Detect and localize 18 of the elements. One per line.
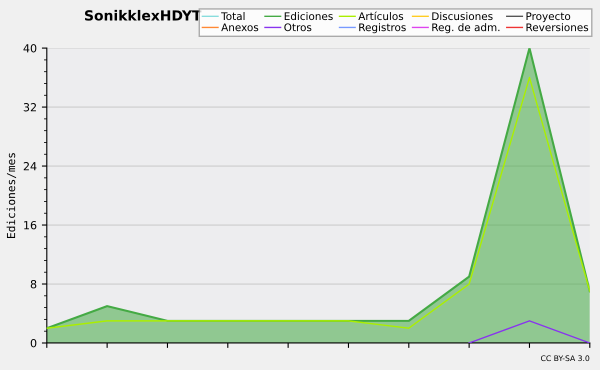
chart-title: SonikklexHDYT — [84, 10, 202, 21]
legend-label: Proyecto — [526, 12, 570, 22]
legend-label: Total — [221, 12, 244, 20]
legend-label: Discusiones — [432, 12, 493, 20]
y-tick-label: 16 — [24, 221, 36, 230]
legend-label: Reversiones — [526, 23, 588, 32]
y-tick-label: 32 — [24, 103, 36, 112]
y-axis-title: Ediciones/mes — [6, 153, 16, 238]
legend-label: Otros — [284, 23, 312, 32]
y-tick-label: 24 — [24, 162, 36, 170]
legend-label: Registros — [359, 23, 406, 34]
legend-label: Anexos — [221, 23, 258, 32]
y-tick-label: 0 — [30, 338, 36, 348]
legend-label: Reg. de adm. — [432, 23, 500, 34]
y-tick-label: 8 — [30, 280, 36, 288]
legend-label: Ediciones — [284, 12, 333, 20]
legend-label: Artículos — [358, 12, 404, 20]
y-tick-label: 40 — [23, 44, 36, 52]
